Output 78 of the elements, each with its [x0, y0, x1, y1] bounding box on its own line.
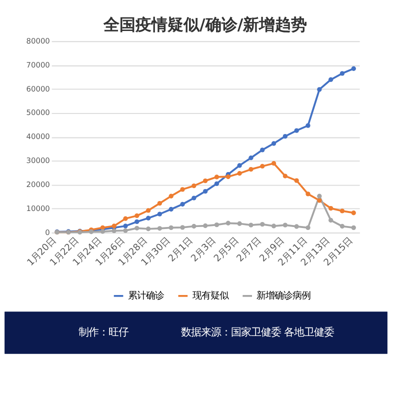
point — [168, 194, 174, 198]
point — [271, 224, 276, 228]
point — [123, 228, 128, 233]
point — [328, 218, 334, 223]
legend-label: 现有疑似 — [192, 290, 228, 302]
point — [317, 198, 322, 203]
point — [248, 167, 254, 172]
point — [226, 174, 230, 180]
point — [157, 226, 162, 231]
point — [248, 222, 254, 228]
point — [123, 216, 128, 221]
point — [328, 206, 334, 211]
point — [351, 210, 356, 216]
point — [134, 226, 140, 230]
point — [260, 164, 265, 169]
point — [340, 208, 345, 214]
point — [214, 174, 220, 180]
point — [260, 222, 265, 227]
point — [123, 224, 128, 228]
point — [306, 192, 310, 196]
point — [237, 221, 242, 226]
y-tick-label: 50000 — [26, 108, 50, 118]
point — [317, 87, 322, 92]
point — [146, 208, 151, 213]
point — [260, 148, 265, 152]
point — [351, 225, 356, 230]
point — [214, 222, 220, 228]
source-note: 数据来源：国家卫健委 各地卫健委 — [180, 326, 334, 339]
point — [271, 161, 276, 166]
point — [294, 224, 299, 229]
y-tick-label: 0 — [45, 228, 50, 237]
point — [146, 226, 151, 232]
point — [214, 181, 220, 186]
point — [237, 163, 242, 168]
text: 制作：旺仔 — [78, 326, 129, 339]
y-tick-label: 60000 — [26, 84, 50, 94]
y-tick-label: 20000 — [26, 180, 50, 189]
y-tick-label: 40000 — [26, 132, 50, 142]
y-tick-label: 10000 — [26, 204, 50, 213]
point — [192, 224, 196, 229]
point — [317, 194, 322, 198]
chart-title: 全国疫情疑似/确诊/新增趋势 — [102, 14, 308, 34]
point — [168, 225, 174, 230]
legend-label: 新增确诊病例 — [256, 290, 311, 302]
y-tick-label: 80000 — [26, 36, 50, 46]
point — [340, 224, 345, 229]
point — [203, 223, 208, 228]
y-tick-label: 30000 — [26, 156, 50, 166]
point — [271, 141, 276, 146]
point — [248, 156, 254, 160]
point — [180, 225, 185, 230]
point — [157, 200, 162, 206]
point — [294, 178, 299, 183]
point — [157, 212, 162, 216]
point — [351, 66, 356, 71]
point — [112, 228, 116, 234]
point — [180, 187, 185, 192]
point — [282, 174, 288, 178]
point — [192, 184, 196, 188]
point — [340, 71, 345, 76]
point — [180, 202, 185, 207]
point — [328, 77, 334, 82]
point — [294, 128, 299, 133]
point — [192, 196, 196, 200]
point — [134, 219, 140, 224]
legend-label: 累计确诊 — [128, 290, 164, 302]
y-tick-label: 70000 — [26, 60, 50, 70]
point — [146, 216, 151, 220]
point — [168, 206, 174, 212]
point — [306, 225, 310, 230]
point — [134, 213, 140, 218]
point — [203, 178, 208, 184]
point — [306, 123, 310, 128]
point — [282, 134, 288, 139]
point — [282, 222, 288, 228]
point — [226, 220, 230, 226]
point — [237, 171, 242, 176]
point — [203, 189, 208, 194]
